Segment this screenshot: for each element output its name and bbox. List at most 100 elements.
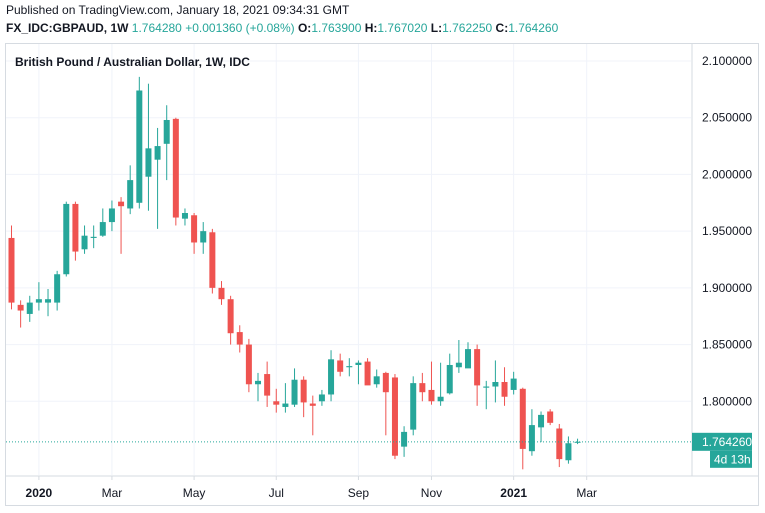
candle-body	[127, 180, 134, 209]
candle-up	[437, 362, 444, 406]
candle-body	[227, 299, 234, 334]
candle-down	[227, 295, 234, 345]
candle-up	[26, 295, 33, 322]
candle-body	[391, 377, 398, 456]
close-label: C:	[495, 21, 509, 35]
change-value: +0.001360 (+0.08%)	[185, 21, 295, 35]
price-tick-label: 1.900000	[702, 281, 752, 295]
candle-up	[291, 368, 298, 407]
last-price-marker: 1.764260 4d 13h	[6, 432, 752, 468]
candle-body	[8, 237, 15, 303]
candle-down	[474, 344, 481, 406]
candle-down	[556, 423, 563, 468]
candle-up	[346, 358, 353, 377]
candle-down	[519, 387, 526, 470]
candle-body	[410, 383, 417, 430]
candle-body	[483, 386, 490, 388]
time-tick-label: 2020	[26, 486, 53, 500]
price-axis[interactable]: 2.100000 2.050000 2.000000 1.950000 1.900000…	[702, 54, 752, 408]
candle-up	[565, 436, 572, 464]
candle-up	[90, 225, 97, 249]
candle-up	[446, 353, 453, 395]
candle-body	[191, 215, 198, 243]
candle-up	[538, 411, 545, 443]
grid-lines	[6, 44, 691, 475]
candle-down	[264, 361, 271, 407]
candle-body	[54, 274, 61, 303]
candle-body	[218, 287, 225, 300]
time-axis[interactable]: 2020 Mar May Jul Sep Nov 2021 Mar	[26, 476, 597, 500]
candle-down	[209, 228, 216, 294]
candle-body	[136, 90, 143, 203]
candle-up	[63, 201, 70, 277]
candle-up	[163, 105, 170, 181]
candle-down	[300, 376, 307, 418]
candle-down	[8, 225, 15, 310]
candle-up	[108, 200, 115, 232]
candle-down	[364, 358, 371, 386]
candle-up	[136, 76, 143, 209]
candle-up	[410, 376, 417, 436]
candle-up	[318, 389, 325, 406]
low-value: 1.762250	[442, 21, 493, 35]
candle-body	[264, 374, 271, 396]
candle-down	[501, 367, 508, 406]
candle-down	[172, 117, 179, 226]
candle-body	[328, 359, 335, 395]
candle-up	[145, 83, 152, 211]
candle-body	[35, 299, 42, 303]
time-tick-label: 2021	[500, 486, 527, 500]
candle-up	[81, 225, 88, 254]
candle-body	[209, 232, 216, 288]
candle-body	[172, 118, 179, 218]
price-tick-label: 1.850000	[702, 338, 752, 352]
candle-down	[547, 409, 554, 426]
candle-down	[218, 281, 225, 305]
candle-body	[282, 403, 289, 407]
candle-down	[382, 371, 389, 436]
chart-title: British Pound / Australian Dollar, 1W, I…	[15, 55, 250, 69]
close-value: 1.764260	[508, 21, 559, 35]
chart-frame[interactable]	[5, 43, 759, 506]
candle-down	[72, 201, 79, 261]
high-value: 1.767020	[377, 21, 428, 35]
candle-up	[127, 165, 134, 215]
candle-body	[437, 396, 444, 402]
time-tick-label: Sep	[348, 486, 370, 500]
candle-body	[355, 362, 362, 365]
candle-body	[364, 361, 371, 386]
candle-body	[181, 212, 188, 219]
candle-up	[465, 342, 471, 369]
candle-body	[547, 411, 554, 423]
candle-body	[45, 299, 52, 303]
candle-down	[309, 395, 316, 436]
published-line: Published on TradingView.com, January 18…	[6, 3, 349, 17]
candle-up	[492, 360, 499, 403]
candle-body	[565, 443, 572, 461]
candle-body	[419, 383, 426, 393]
candle-body	[81, 235, 88, 250]
time-tick-label: Mar	[102, 486, 123, 500]
candle-body	[245, 344, 252, 385]
candle-body	[519, 388, 526, 449]
candle-body	[17, 304, 24, 311]
candle-body	[200, 231, 207, 243]
candle-body	[510, 378, 517, 390]
candle-body	[255, 380, 262, 385]
last-price-badge	[692, 432, 752, 451]
candle-body	[236, 332, 243, 345]
candle-body	[309, 403, 316, 406]
candle-up	[528, 409, 535, 456]
candle-body	[337, 360, 344, 372]
low-label: L:	[430, 21, 443, 35]
countdown-badge	[710, 450, 752, 468]
candle-up	[483, 380, 490, 410]
candle-body	[455, 362, 462, 368]
candle-up	[355, 360, 362, 385]
open-value: 1.763900	[311, 21, 362, 35]
candle-up	[373, 369, 380, 388]
candle-body	[474, 349, 481, 386]
candle-up	[282, 383, 289, 413]
time-tick-label: Mar	[576, 486, 597, 500]
